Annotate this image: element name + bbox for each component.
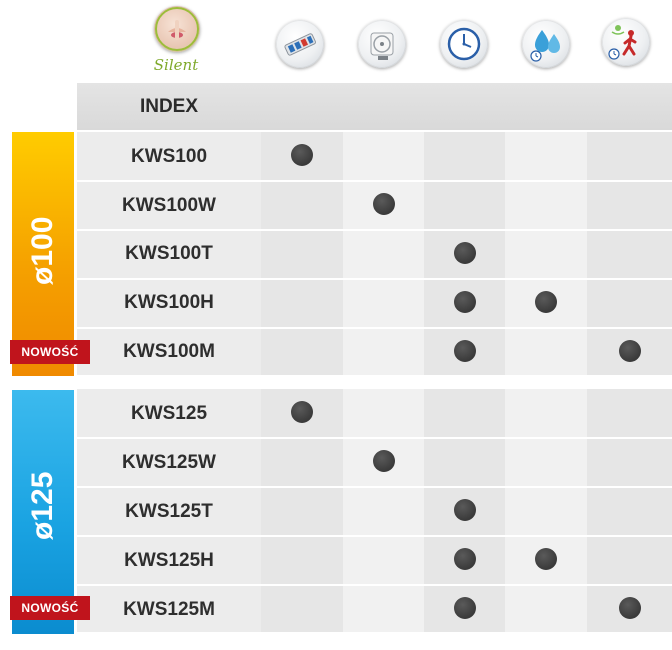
feature-dot [291, 144, 313, 166]
front-panel-fan-icon [358, 20, 406, 68]
model-label: KWS125M [123, 599, 215, 620]
feature-column-bg [261, 132, 343, 375]
group-bar-100: ø100 [12, 132, 74, 376]
row-divider [77, 327, 672, 329]
humidity-timer-icon [522, 20, 570, 68]
new-badge-125: NOWOŚĆ [10, 596, 90, 620]
feature-dot [372, 450, 395, 472]
row-divider [77, 180, 672, 182]
model-label: KWS100T [125, 243, 213, 264]
index-header-band [77, 83, 672, 130]
cable-connector-icon [276, 20, 324, 68]
group-label-125: ø125 [26, 471, 59, 540]
feature-dot [453, 242, 476, 264]
feature-column-bg [505, 132, 587, 375]
model-label: KWS100H [124, 292, 214, 313]
model-label: KWS125W [122, 452, 216, 473]
row-divider [77, 584, 672, 586]
new-badge-100: NOWOŚĆ [10, 340, 90, 364]
feature-dot [453, 340, 476, 362]
motion-sensor-icon [602, 18, 650, 66]
feature-dot [453, 548, 476, 570]
row-divider [77, 229, 672, 231]
label-column-bg [77, 132, 261, 375]
feature-dot [453, 291, 476, 313]
row-divider [77, 486, 672, 488]
feature-column-bg [261, 389, 343, 632]
feature-dot [372, 193, 395, 215]
feature-dot [535, 291, 557, 313]
silent-brand-text: Silent [153, 56, 199, 74]
feature-dot [453, 597, 476, 619]
row-divider [77, 437, 672, 439]
group-label-100: ø100 [26, 216, 59, 285]
model-label: KWS125T [125, 501, 213, 522]
feature-dot [453, 499, 476, 521]
index-header-label: INDEX [139, 96, 199, 117]
label-column-bg [77, 389, 261, 632]
model-label: KWS100M [123, 341, 215, 362]
feature-column-bg [587, 389, 672, 632]
row-divider [77, 278, 672, 280]
feature-dot [291, 401, 313, 423]
feature-column-bg [343, 389, 424, 632]
timer-clock-icon [440, 20, 488, 68]
silent-logo-icon [154, 6, 200, 52]
feature-column-bg [343, 132, 424, 375]
feature-dot [618, 597, 641, 619]
row-divider [77, 535, 672, 537]
model-label: KWS125 [130, 403, 208, 424]
feature-column-bg [505, 389, 587, 632]
model-label: KWS100 [130, 146, 208, 167]
model-label: KWS100W [122, 195, 216, 216]
feature-dot [618, 340, 641, 362]
model-label: KWS125H [124, 550, 214, 571]
feature-dot [535, 548, 557, 570]
feature-column-bg [587, 132, 672, 375]
group-bar-125: ø125 [12, 390, 74, 634]
